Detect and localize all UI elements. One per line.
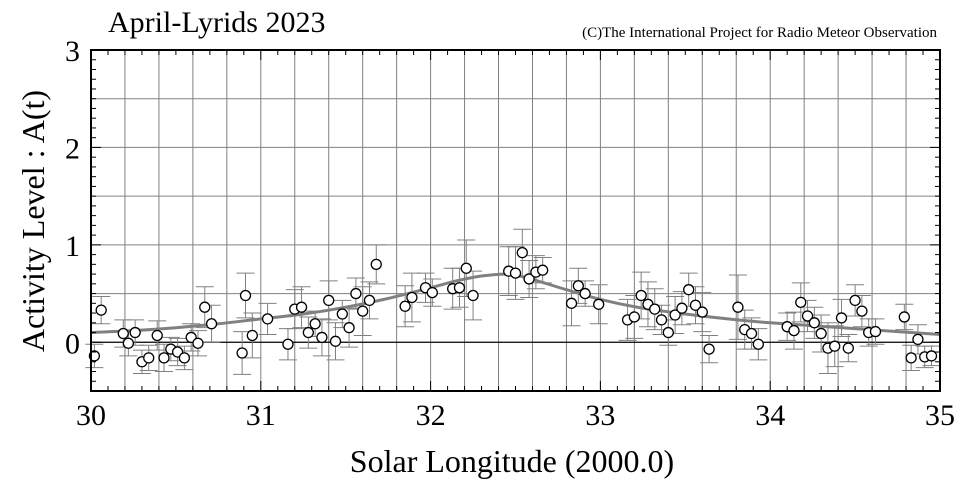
data-point xyxy=(129,326,141,339)
y-axis-label: Activity Level : A(t) xyxy=(15,90,51,352)
data-point xyxy=(343,322,355,334)
data-point xyxy=(516,247,528,259)
chart-title: April-Lyrids 2023 xyxy=(108,6,326,39)
data-point xyxy=(676,302,688,314)
data-point xyxy=(788,324,800,337)
data-point xyxy=(467,289,479,302)
data-point xyxy=(565,297,578,309)
data-point xyxy=(745,327,758,340)
data-point xyxy=(309,318,321,330)
data-points xyxy=(88,247,938,368)
axis-ticks xyxy=(90,49,941,392)
y-tick-labels: 0 1 2 3 xyxy=(65,35,80,360)
data-point xyxy=(801,310,814,322)
data-point xyxy=(662,326,674,339)
data-point xyxy=(302,326,314,339)
error-bars xyxy=(85,228,941,375)
data-point xyxy=(905,352,917,364)
data-point xyxy=(158,352,170,364)
data-point xyxy=(261,313,274,325)
data-point xyxy=(898,311,910,323)
x-tick-label: 32 xyxy=(416,399,446,432)
data-point xyxy=(117,327,129,340)
data-point xyxy=(593,298,605,310)
data-point xyxy=(205,318,218,330)
data-point xyxy=(246,329,258,342)
data-point xyxy=(856,305,868,317)
data-point xyxy=(849,294,861,307)
y-tick-label: 1 xyxy=(65,230,80,263)
data-point xyxy=(336,308,348,320)
x-tick-label: 35 xyxy=(925,399,955,432)
data-point xyxy=(192,337,204,349)
y-tick-label: 0 xyxy=(65,327,80,360)
data-point xyxy=(350,287,362,300)
data-point xyxy=(239,289,252,302)
data-point xyxy=(370,258,382,270)
x-tick-label: 34 xyxy=(755,399,785,432)
data-point xyxy=(689,299,702,311)
data-point xyxy=(143,352,155,364)
data-point xyxy=(178,352,191,364)
data-point xyxy=(649,303,661,315)
data-point xyxy=(406,291,418,304)
data-point xyxy=(795,296,807,308)
data-point xyxy=(295,301,308,313)
data-point xyxy=(399,300,411,312)
data-point xyxy=(912,333,924,346)
data-point xyxy=(453,282,466,294)
data-point xyxy=(95,304,107,316)
data-point xyxy=(655,314,668,326)
data-point xyxy=(669,309,681,321)
data-point xyxy=(635,289,647,302)
data-point xyxy=(323,294,335,307)
data-point xyxy=(703,343,715,355)
x-tick-label: 30 xyxy=(76,399,106,432)
data-point xyxy=(696,306,708,318)
data-point xyxy=(579,287,591,300)
data-point xyxy=(732,301,744,313)
x-tick-labels: 30 31 32 33 34 35 xyxy=(76,399,955,432)
data-point xyxy=(363,294,376,307)
chart-credit: (C)The International Project for Radio M… xyxy=(582,25,937,41)
data-point xyxy=(835,312,848,324)
grid-lines xyxy=(91,49,940,392)
data-point xyxy=(523,273,535,285)
data-point xyxy=(509,267,522,279)
data-point xyxy=(842,342,854,354)
data-point xyxy=(329,335,342,347)
y-tick-label: 2 xyxy=(65,132,80,165)
data-point xyxy=(357,305,369,317)
data-point xyxy=(316,331,328,344)
x-axis-label: Solar Longitude (2000.0) xyxy=(350,443,674,479)
data-point xyxy=(752,338,764,350)
x-tick-label: 33 xyxy=(585,399,615,432)
data-point xyxy=(122,337,135,349)
data-point xyxy=(460,262,472,274)
data-point xyxy=(151,329,163,342)
data-point xyxy=(925,350,938,362)
y-tick-label: 3 xyxy=(65,35,80,68)
data-point xyxy=(869,325,882,338)
data-point xyxy=(815,327,827,340)
data-point xyxy=(683,284,695,296)
plot-frame xyxy=(90,49,941,392)
data-point xyxy=(282,338,294,350)
data-point xyxy=(236,347,248,359)
data-point xyxy=(537,264,549,276)
x-tick-label: 31 xyxy=(246,399,276,432)
data-point xyxy=(572,280,584,292)
data-point xyxy=(426,286,438,299)
data-point xyxy=(628,311,641,323)
data-point xyxy=(199,301,211,313)
data-point xyxy=(829,340,841,352)
data-point xyxy=(808,317,820,329)
